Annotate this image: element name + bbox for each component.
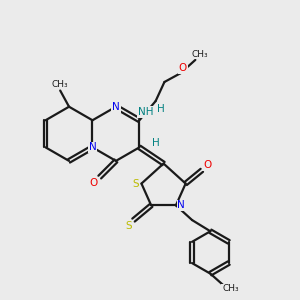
Text: N: N	[112, 102, 120, 112]
Text: N: N	[177, 200, 185, 210]
Text: CH₃: CH₃	[191, 50, 208, 58]
Text: N: N	[88, 142, 96, 152]
Text: CH₃: CH₃	[222, 284, 239, 293]
Text: S: S	[125, 221, 131, 231]
Text: NH: NH	[138, 107, 154, 117]
Text: H: H	[157, 104, 164, 114]
Text: CH₃: CH₃	[52, 80, 68, 88]
Text: O: O	[203, 160, 211, 170]
Text: O: O	[90, 178, 98, 188]
Text: S: S	[133, 178, 140, 189]
Text: H: H	[152, 138, 160, 148]
Text: O: O	[179, 63, 187, 73]
